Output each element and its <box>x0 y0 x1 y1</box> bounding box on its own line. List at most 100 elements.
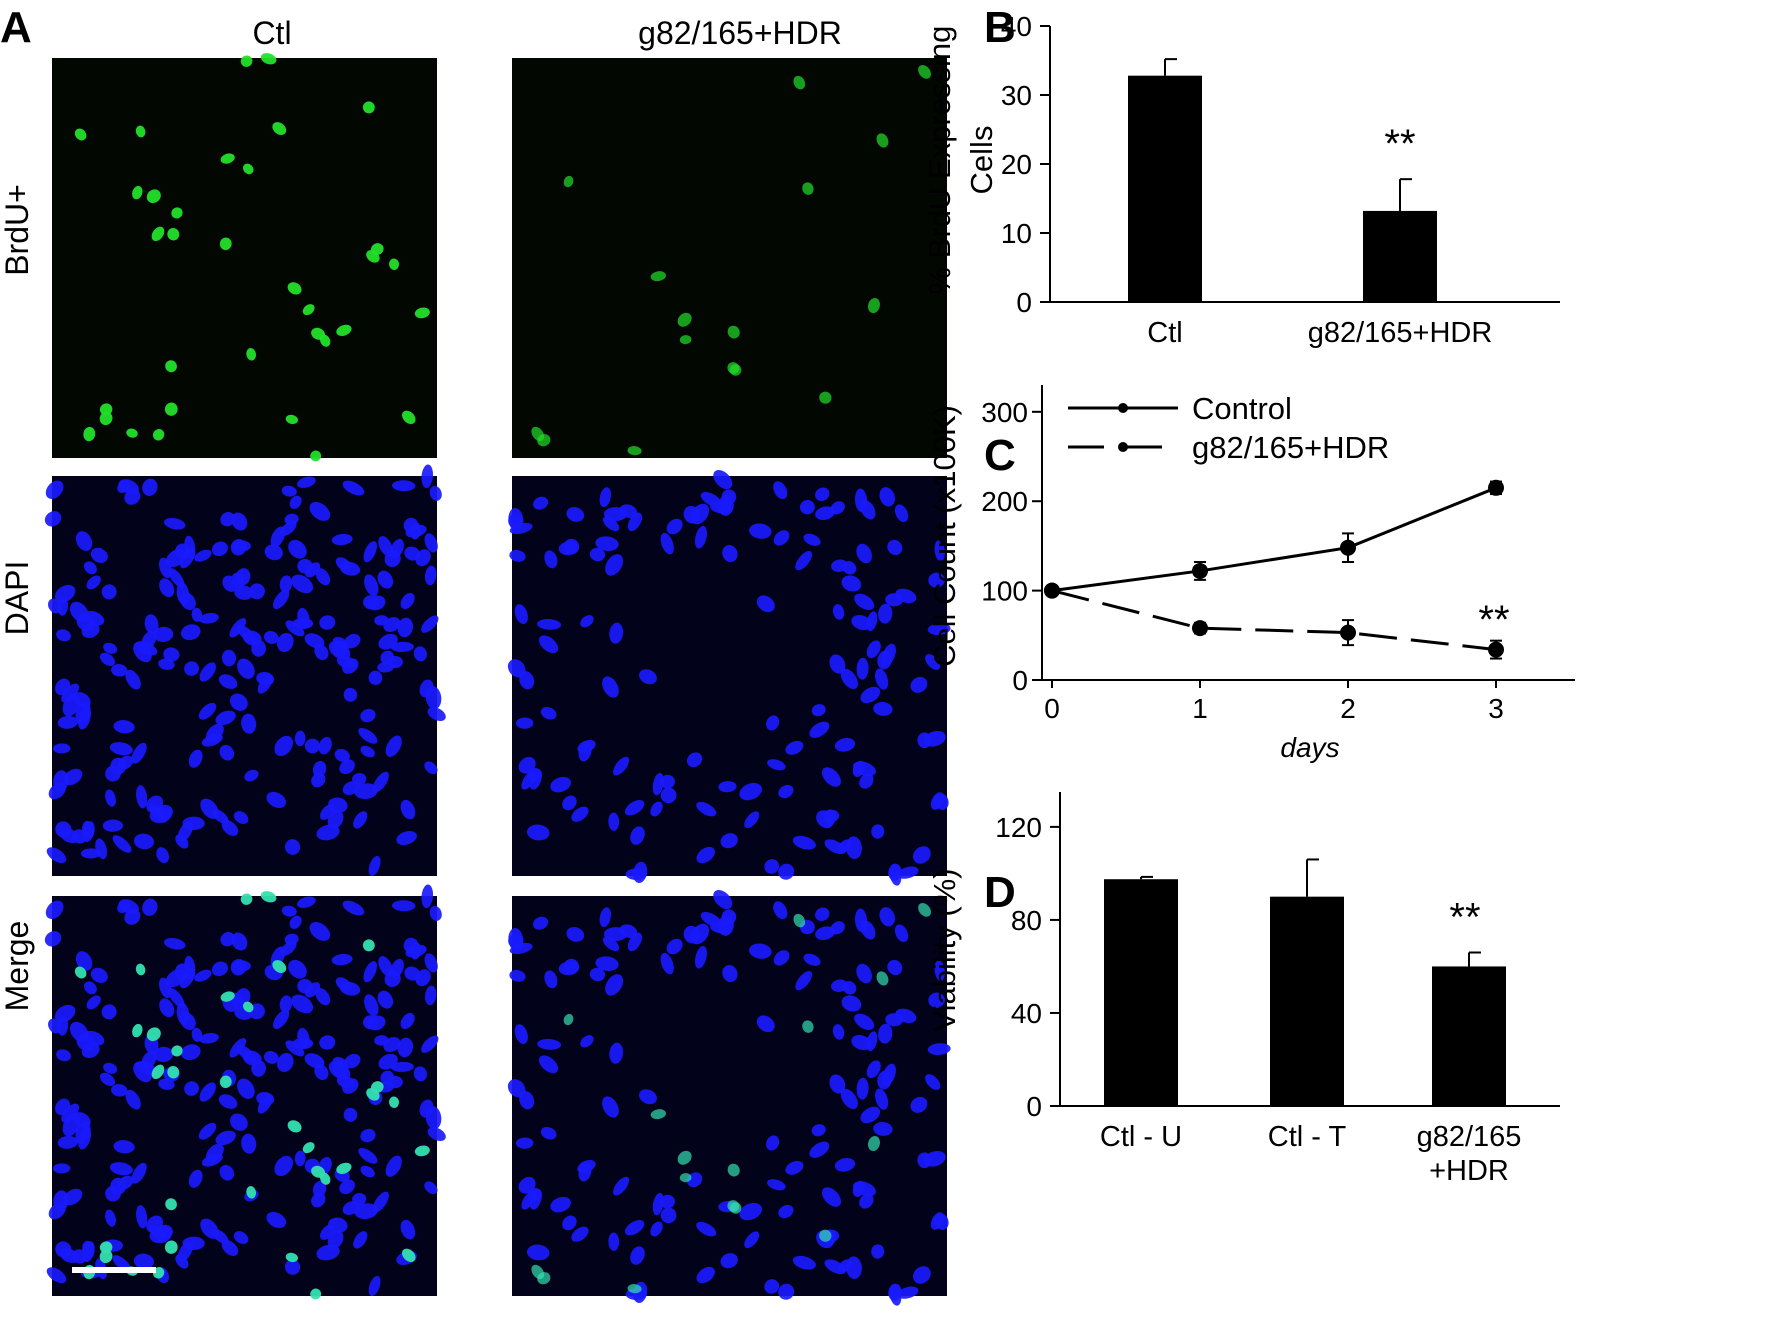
dapi-nucleus <box>109 1162 133 1176</box>
dapi-nucleus <box>57 1135 79 1149</box>
dapi-nucleus <box>879 487 895 507</box>
category-label: g82/165+HDR <box>1417 1121 1522 1187</box>
microscopy-image-r3-c2 <box>507 889 951 1306</box>
dapi-nucleus <box>577 739 596 753</box>
dapi-nucleus <box>756 1015 775 1033</box>
dapi-nucleus <box>198 702 217 720</box>
dapi-nucleus <box>292 1037 314 1050</box>
dapi-nucleus <box>175 543 190 560</box>
dapi-nucleus <box>188 1169 203 1188</box>
dapi-nucleus <box>181 624 201 641</box>
y-tick-label: 300 <box>981 397 1028 428</box>
dapi-nucleus <box>335 557 352 572</box>
dapi-nucleus <box>289 495 302 509</box>
dapi-nucleus <box>55 1004 76 1023</box>
dapi-nucleus <box>928 572 945 588</box>
dapi-nucleus <box>281 905 297 917</box>
brdu-nucleus <box>126 428 138 438</box>
dapi-nucleus <box>566 927 585 942</box>
dapi-nucleus <box>179 968 196 989</box>
dapi-nucleus <box>199 1082 216 1102</box>
dapi-nucleus <box>315 568 331 586</box>
dapi-nucleus <box>284 1259 301 1275</box>
dapi-nucleus <box>873 1121 893 1136</box>
dapi-nucleus <box>589 547 606 562</box>
dapi-nucleus <box>400 592 415 609</box>
dapi-nucleus <box>749 523 772 539</box>
data-point <box>1192 620 1208 637</box>
dapi-nucleus <box>767 759 786 771</box>
brdu-nucleus <box>867 298 880 314</box>
dapi-nucleus <box>144 614 159 635</box>
dapi-nucleus <box>571 806 589 822</box>
dapi-nucleus <box>778 1283 795 1300</box>
dapi-nucleus <box>756 595 775 613</box>
dapi-nucleus <box>934 960 945 982</box>
dapi-nucleus <box>164 517 186 530</box>
merge-nucleus <box>165 1198 177 1211</box>
dapi-nucleus <box>319 1035 336 1050</box>
y-tick-label: 0 <box>1026 1091 1042 1122</box>
dapi-nucleus <box>164 937 186 950</box>
panel-a: A Ctl g82/165+HDR BrdU+ DAPI Merge <box>0 3 951 1306</box>
data-point <box>1488 479 1504 496</box>
brdu-nucleus <box>302 304 315 316</box>
brdu-nucleus <box>220 153 235 164</box>
brdu-nucleus <box>135 125 146 138</box>
dapi-nucleus <box>773 901 788 920</box>
dapi-nucleus <box>580 1035 594 1048</box>
dapi-nucleus <box>292 617 314 630</box>
dapi-nucleus <box>852 760 866 777</box>
dapi-nucleus <box>666 938 683 955</box>
dapi-nucleus <box>912 1266 931 1284</box>
dapi-nucleus <box>232 540 251 552</box>
merge-nucleus <box>242 1001 254 1013</box>
dapi-nucleus <box>387 1075 403 1089</box>
dapi-nucleus <box>146 1215 164 1233</box>
dapi-nucleus <box>231 512 248 531</box>
brdu-nucleus <box>99 411 113 426</box>
dapi-nucleus <box>101 1004 117 1020</box>
dapi-nucleus <box>713 889 733 910</box>
dapi-nucleus <box>146 795 164 813</box>
dapi-nucleus <box>666 518 683 535</box>
dapi-nucleus <box>219 1164 235 1181</box>
dapi-nucleus <box>895 588 917 604</box>
dapi-nucleus <box>602 676 619 698</box>
merge-nucleus <box>650 1109 666 1120</box>
microscopy-image-r1-c2 <box>512 58 947 458</box>
brdu-nucleus <box>336 324 352 336</box>
panel-a-letter: A <box>0 3 32 52</box>
brdu-nucleus <box>362 101 375 114</box>
dapi-nucleus <box>229 693 248 711</box>
dapi-nucleus <box>795 550 813 571</box>
dapi-nucleus <box>111 664 128 677</box>
dapi-nucleus <box>602 516 620 532</box>
dapi-nucleus <box>297 476 316 489</box>
dapi-nucleus <box>897 866 919 879</box>
dapi-nucleus <box>811 704 826 717</box>
dapi-nucleus <box>335 977 352 992</box>
dapi-nucleus <box>332 1056 348 1069</box>
dapi-nucleus <box>131 742 147 764</box>
dapi-nucleus <box>718 781 737 793</box>
dapi-nucleus <box>533 496 549 510</box>
y-tick-label: 40 <box>1011 998 1042 1029</box>
dapi-nucleus <box>811 1124 826 1137</box>
dapi-nucleus <box>59 828 79 843</box>
dapi-nucleus <box>563 538 580 555</box>
y-tick-label: 10 <box>1001 218 1032 249</box>
category-label: g82/165+HDR <box>1308 317 1493 349</box>
dapi-nucleus <box>354 1203 378 1220</box>
row-header-dapi: DAPI <box>0 561 35 636</box>
data-point <box>1488 641 1504 658</box>
dapi-nucleus <box>82 820 95 839</box>
dapi-nucleus <box>61 683 80 703</box>
y-axis-label: Viability (%) <box>927 868 962 1031</box>
legend-label: g82/165+HDR <box>1192 430 1389 465</box>
dapi-nucleus <box>580 615 594 628</box>
brdu-nucleus <box>260 53 277 65</box>
dapi-nucleus <box>930 792 944 810</box>
dapi-nucleus <box>312 760 327 778</box>
dapi-nucleus <box>211 541 228 557</box>
